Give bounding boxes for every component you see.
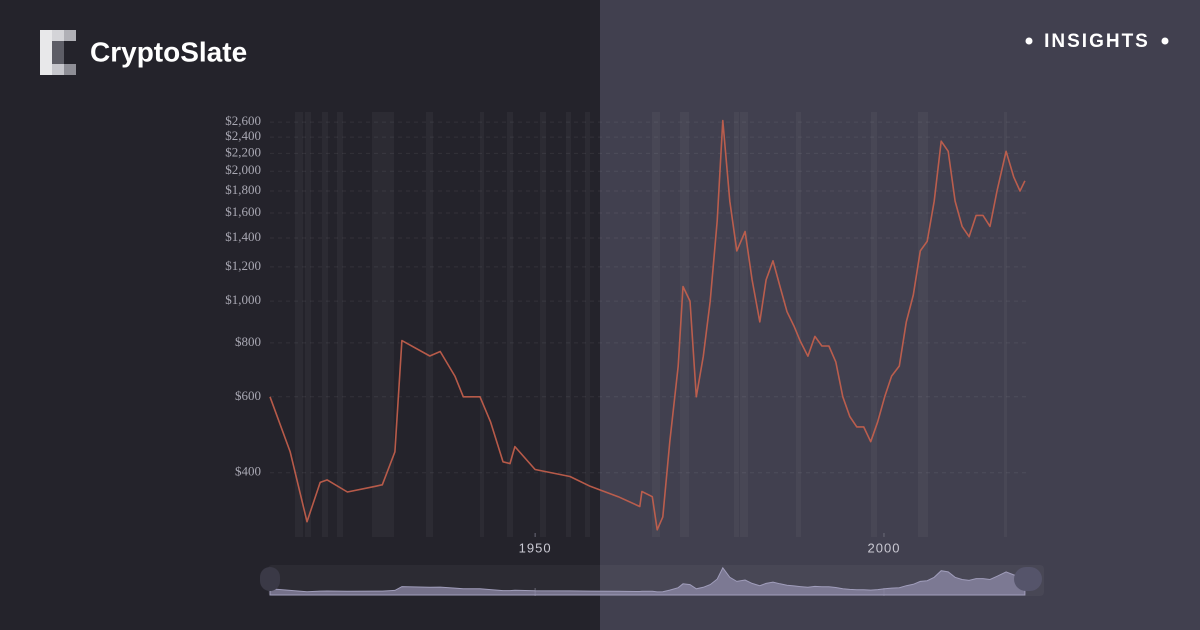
y-tick-label: $1,600 [225, 204, 261, 219]
left-panel [0, 0, 600, 630]
nav-handle[interactable] [1014, 567, 1042, 591]
y-tick-label: $1,000 [225, 292, 261, 307]
y-tick-label: $2,000 [225, 162, 261, 177]
y-tick-label: $1,200 [225, 258, 261, 273]
nav-handle[interactable] [260, 567, 280, 591]
right-panel [600, 0, 1200, 630]
x-tick-label: 1950 [519, 540, 552, 555]
price-line [269, 119, 1026, 531]
y-tick-label: $2,200 [225, 144, 261, 159]
logo-icon [40, 30, 76, 75]
brand: CryptoSlate [90, 36, 247, 67]
y-tick-label: $800 [235, 334, 261, 349]
tag-bullet [1161, 37, 1169, 45]
y-tick-label: $400 [235, 464, 261, 479]
tag: INSIGHTS [1044, 31, 1150, 52]
x-tick-label: 2000 [868, 540, 901, 555]
y-tick-label: $1,400 [225, 229, 261, 244]
y-tick-label: $600 [235, 388, 261, 403]
y-tick-label: $2,600 [225, 113, 261, 128]
tag-bullet [1025, 37, 1033, 45]
y-tick-label: $2,400 [225, 128, 261, 143]
y-tick-label: $1,800 [225, 182, 261, 197]
navigator-area [269, 566, 1026, 596]
